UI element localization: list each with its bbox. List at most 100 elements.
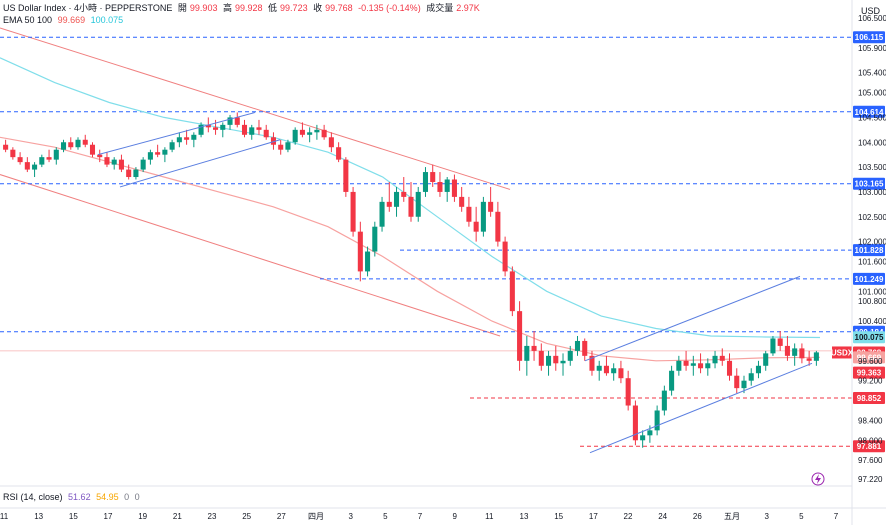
candle-body: [205, 124, 211, 128]
candle-body: [350, 191, 356, 232]
time-tick-label: 13: [34, 512, 43, 521]
lightning-icon-glyph: [815, 474, 821, 484]
candle-body: [813, 352, 819, 361]
time-axis[interactable]: 11 13 15 17 19 21 23 25 27 四月 3 5 7 9 11 13 15 17 22 24 26 五月…: [0, 507, 886, 521]
ema50-value: 99.669: [57, 15, 86, 25]
candle-body: [603, 365, 609, 374]
candle-body: [712, 355, 718, 364]
current-price-label: 99.363: [857, 369, 882, 378]
time-tick-label: 15: [554, 512, 563, 521]
candle-body: [147, 152, 153, 160]
price-tick-label: 98.400: [858, 416, 883, 425]
candle-body: [676, 360, 682, 371]
time-tick-label: 13: [520, 512, 529, 521]
candle-body: [372, 226, 378, 252]
price-tick-label: 99.200: [858, 377, 883, 386]
candle-body: [328, 137, 334, 148]
usdx-tag-label: USDX: [831, 348, 854, 357]
candle-body: [191, 134, 197, 140]
candle-body: [705, 363, 711, 369]
time-tick-label: 7: [834, 512, 839, 521]
candle-body: [343, 159, 349, 192]
lightning-icon[interactable]: [811, 472, 825, 486]
candle-body: [184, 137, 190, 140]
price-tick-label: 101.000: [858, 287, 886, 296]
high-value: 99.928: [234, 3, 263, 13]
candle-body: [227, 117, 233, 125]
candle-body: [647, 430, 653, 436]
descending-channel: [0, 27, 852, 352]
candle-body: [263, 129, 269, 138]
channel-upper-line: [0, 27, 511, 190]
open-value: 99.903: [189, 3, 218, 13]
candle-body: [784, 345, 790, 356]
price-tick-label: 104.500: [858, 113, 886, 122]
time-tick-label: 3: [764, 512, 769, 521]
candle-body: [155, 152, 161, 155]
price-tick-label: 97.220: [858, 475, 883, 484]
rising-channel-lower: [119, 139, 281, 188]
candle-body: [451, 179, 457, 197]
candle-body: [763, 353, 769, 366]
candle-body: [213, 127, 219, 130]
price-tick-label: 98.000: [858, 436, 883, 445]
recovery-channel-upper: [584, 275, 801, 362]
time-tick-label: 15: [69, 512, 78, 521]
candle-body: [538, 350, 544, 366]
high-label: 高: [222, 3, 232, 13]
symbol-title: US Dollar Index · 4小時 · PEPPERSTONE: [3, 3, 173, 13]
candle-body: [473, 221, 479, 232]
price-tick-label: 106.500: [858, 14, 886, 23]
candle-body: [734, 375, 740, 389]
candle-body: [299, 129, 305, 135]
time-tick-label: 27: [277, 512, 286, 521]
time-tick-label: 9: [452, 512, 457, 521]
candle-body: [68, 142, 74, 148]
candle-body: [46, 157, 52, 160]
level-price-label: 97.881: [857, 442, 882, 451]
candle-body: [82, 139, 88, 145]
current-price-label: 99.669: [857, 353, 882, 362]
candle-body: [690, 363, 696, 366]
price-axis[interactable]: 106.500 105.900 105.400 105.000 104.500 104.0…: [851, 0, 886, 525]
level-price-label: 101.828: [855, 246, 884, 255]
price-tick-label: 99.600: [858, 357, 883, 366]
current-price-tag: [853, 331, 885, 344]
candle-body: [162, 149, 168, 155]
level-price-tag: [853, 440, 885, 453]
time-tick-label: 7: [418, 512, 423, 521]
price-tick-label: 100.400: [858, 317, 886, 326]
candle-body: [560, 360, 566, 364]
candle-body: [437, 181, 443, 192]
candle-body: [365, 251, 371, 272]
current-price-tag: [853, 351, 885, 364]
candle-body: [480, 201, 486, 232]
candle-body: [726, 360, 733, 376]
candle-body: [661, 390, 667, 411]
time-tick-label: 5: [799, 512, 804, 521]
candle-body: [517, 311, 523, 361]
candle-body: [741, 380, 747, 389]
candle-body: [415, 191, 421, 217]
time-tick-label: 25: [242, 512, 251, 521]
candle-body: [466, 206, 472, 222]
trend-channels: [97, 111, 813, 454]
candle-body: [97, 154, 103, 158]
time-tick-label: 五月: [724, 512, 740, 521]
low-label: 低: [268, 3, 278, 13]
candle-body: [632, 405, 638, 441]
price-tick-label: 104.000: [858, 138, 886, 147]
time-tick-label: 17: [589, 512, 598, 521]
level-price-tag: [853, 244, 885, 257]
level-price-label: 98.852: [857, 394, 882, 403]
level-price-label: 101.249: [855, 275, 884, 284]
time-tick-label: 26: [693, 512, 702, 521]
close-value: 99.768: [325, 3, 353, 13]
level-price-tag: [853, 105, 885, 118]
candle-body: [777, 338, 783, 346]
price-tick-label: 103.000: [858, 188, 886, 197]
candle-body: [307, 132, 313, 135]
level-price-tag: [853, 272, 885, 285]
candle-body: [719, 355, 725, 361]
